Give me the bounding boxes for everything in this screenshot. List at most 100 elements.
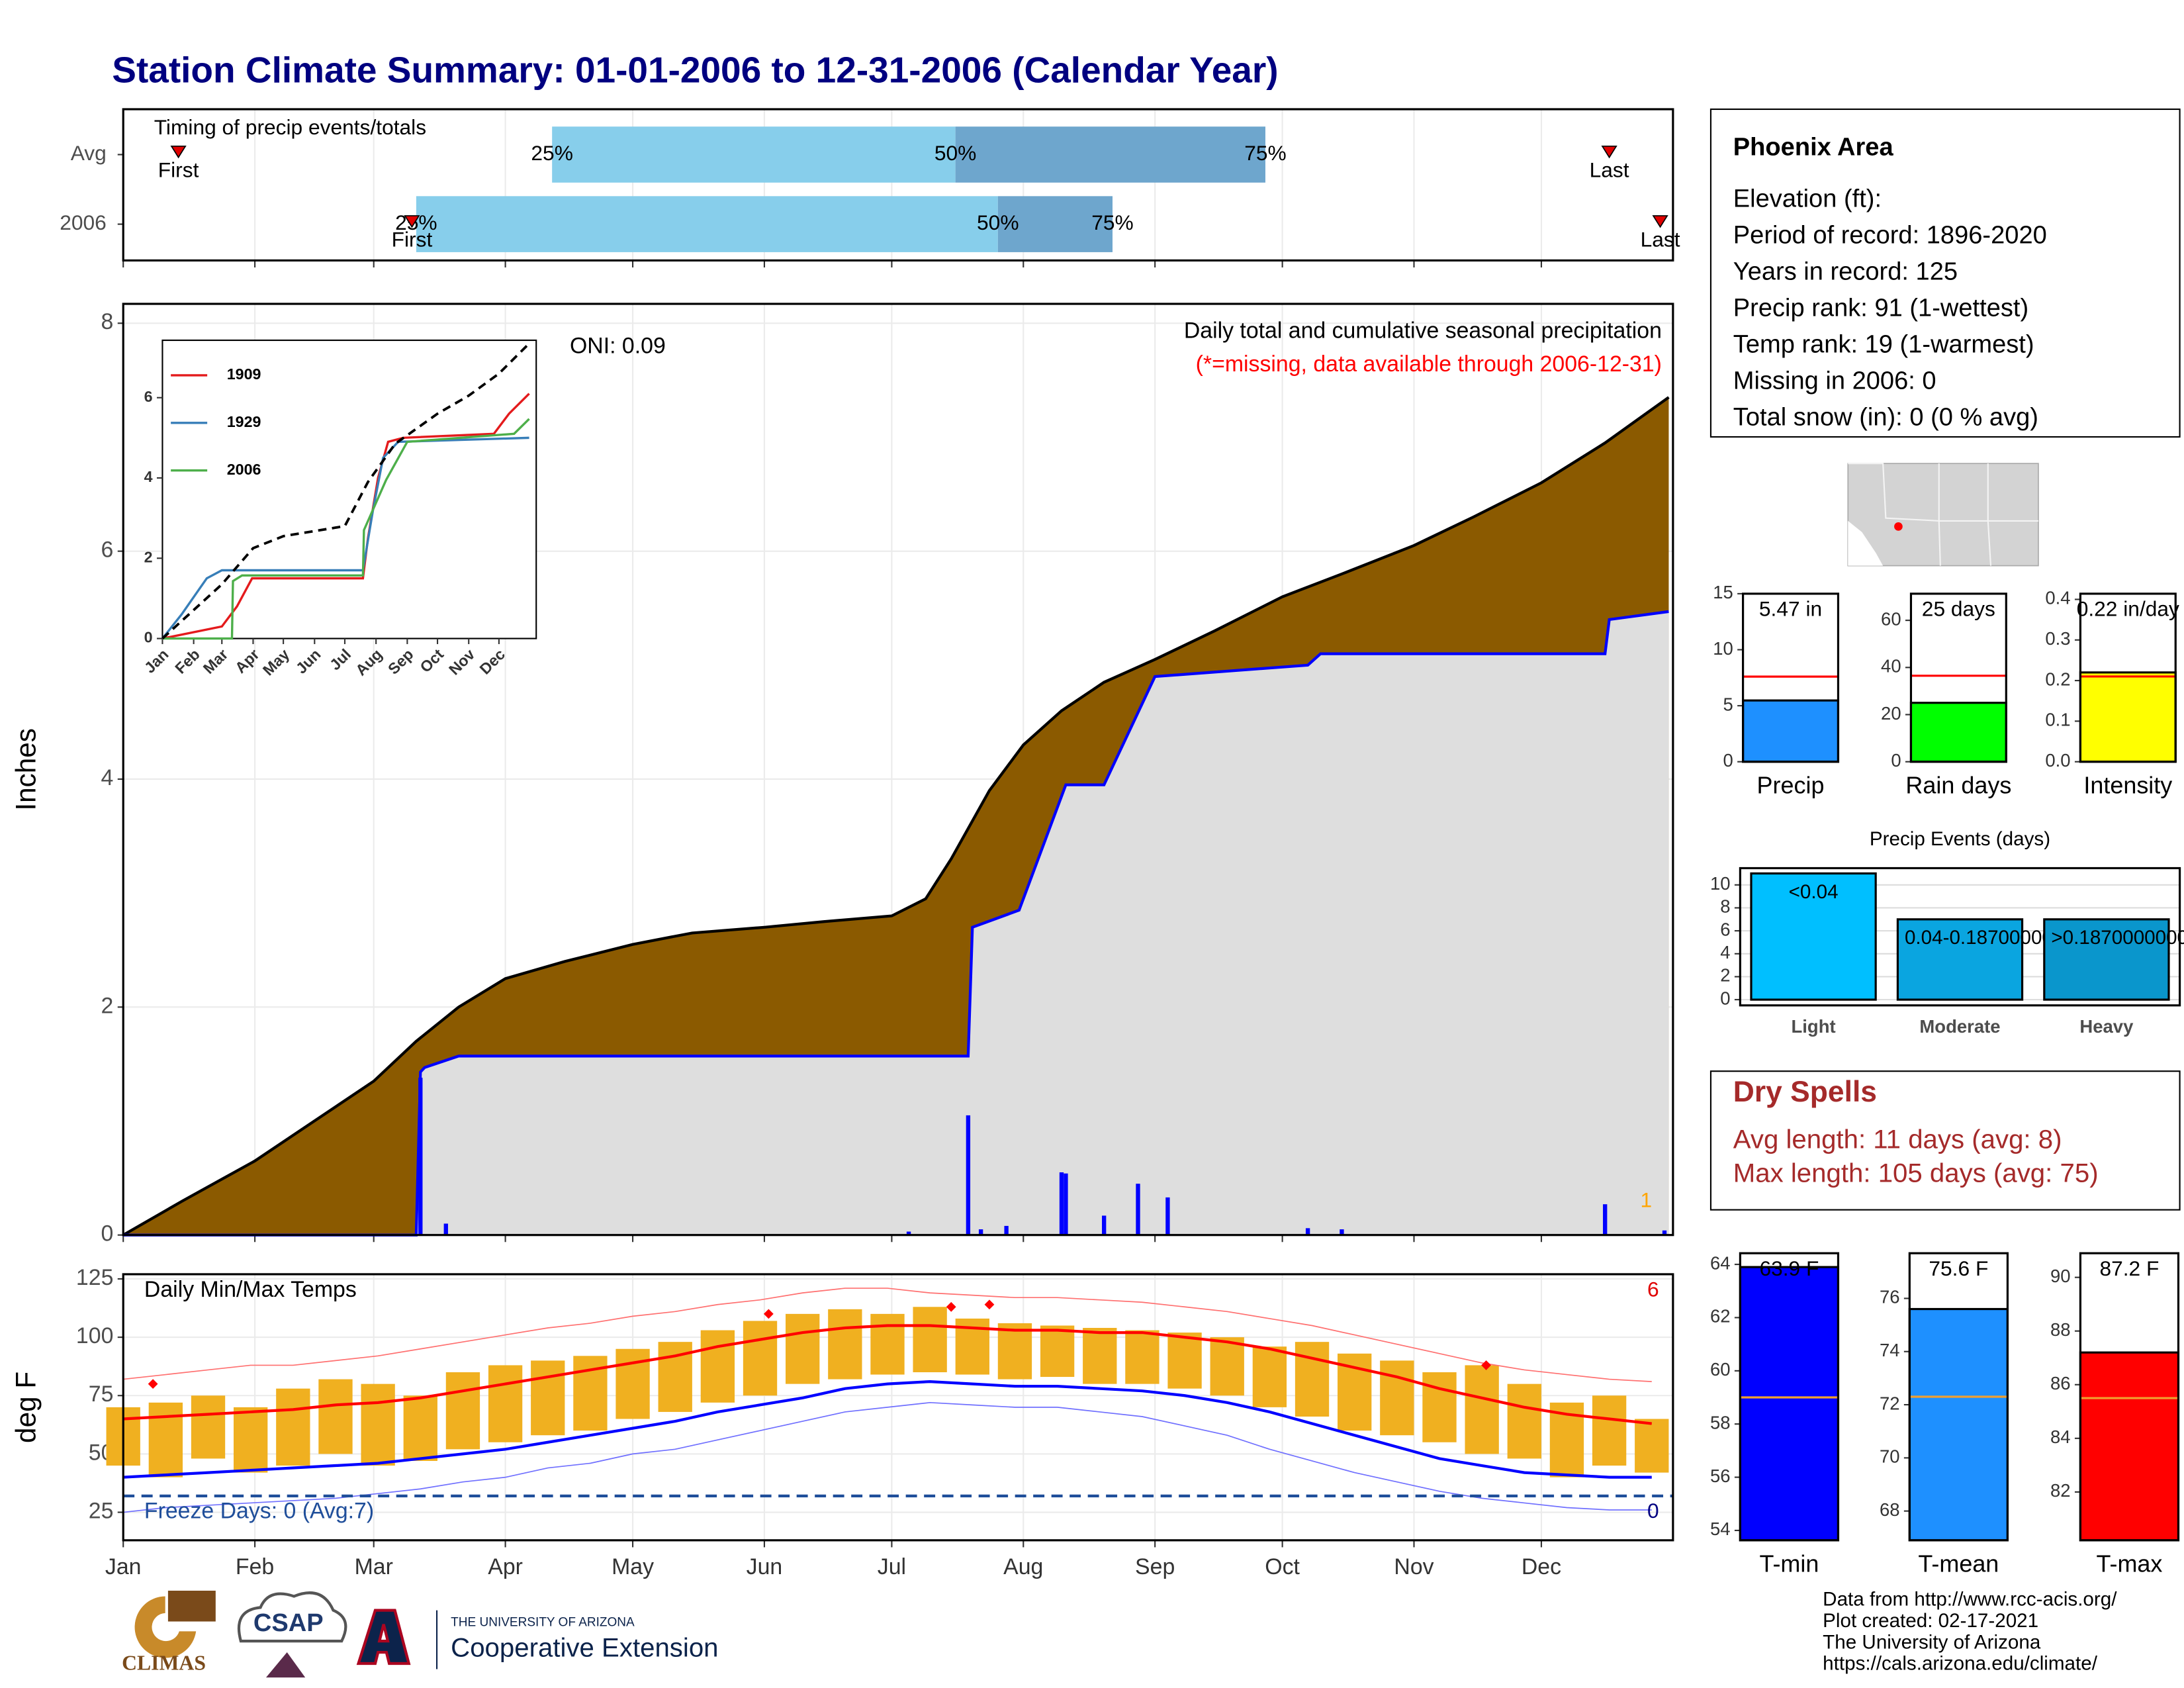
y-tick-label: 40: [1881, 656, 1901, 677]
daily-bar: [1004, 1225, 1009, 1235]
event-label: First: [158, 158, 199, 181]
dry-spells-title: Dry Spells: [1733, 1076, 1877, 1108]
panel-frame: [2079, 1252, 2180, 1542]
y-axis-label: deg F: [11, 1372, 42, 1443]
category-label: Rain days: [1905, 771, 2011, 798]
y-tick-label: 0.0: [2045, 750, 2070, 771]
y-tick-label: 20: [1881, 703, 1901, 724]
panel-frame: [1739, 867, 2181, 1007]
panel-frame: [1909, 592, 2007, 763]
value-label: 5.47 in: [1759, 597, 1822, 621]
cumulative-line: [122, 396, 1670, 1237]
daily-range: [1040, 1325, 1075, 1378]
daily-range: [913, 1307, 947, 1372]
y-tick-label: 6: [1720, 919, 1730, 939]
y-tick-label: 64: [1710, 1252, 1731, 1273]
logo-text: THE UNIVERSITY OF ARIZONA: [451, 1616, 635, 1630]
panel-title: Daily total and cumulative seasonal prec…: [1184, 318, 1662, 343]
map-frame: [1847, 463, 2039, 567]
panel-title: Precip Events (days): [1870, 828, 2050, 850]
legend-label: 1929: [227, 413, 261, 430]
quartile-bar: [416, 196, 998, 252]
footer-line: Plot created: 02-17-2021: [1823, 1610, 2038, 1632]
daily-range: [1507, 1383, 1541, 1459]
y-tick-label: 5: [1723, 694, 1733, 714]
panel-subtitle: (*=missing, data available through 2006-…: [1196, 352, 1662, 377]
cumulative-area: [123, 611, 1669, 1235]
daily-bar: [1305, 1228, 1310, 1235]
y-axis-label: Inches: [11, 728, 42, 811]
bar: [1896, 918, 2024, 1001]
x-tick-label: Nov: [1394, 1554, 1433, 1579]
y-tick-label: 0: [144, 629, 153, 646]
daily-bar: [1059, 1172, 1064, 1235]
quartile-label: 25%: [531, 141, 572, 165]
panel-title: Daily Min/Max Temps: [144, 1277, 357, 1302]
daily-range: [191, 1395, 226, 1459]
x-tick-label: Jul: [878, 1554, 906, 1579]
daily-range: [1167, 1333, 1202, 1389]
daily-range: [1295, 1342, 1330, 1417]
daily-range: [1125, 1330, 1160, 1384]
daily-range: [148, 1402, 183, 1477]
y-tick-label: 60: [1881, 608, 1901, 629]
panel-frame: [2079, 592, 2177, 763]
ua-logo: [356, 1609, 411, 1665]
event-marker: [170, 145, 187, 159]
legend-label: 2006: [227, 461, 261, 478]
quartile-label: 50%: [977, 211, 1019, 234]
daily-range: [997, 1323, 1032, 1380]
daily-bar: [906, 1231, 911, 1235]
x-tick-label: Aug: [1003, 1554, 1043, 1579]
y-tick-label: 10: [1710, 873, 1731, 894]
y-tick-label: 10: [1713, 638, 1733, 659]
daily-range: [234, 1407, 268, 1473]
value-label: 75.6 F: [1929, 1256, 1988, 1280]
quartile-label: 50%: [934, 141, 976, 165]
y-tick-label: 60: [1710, 1359, 1731, 1380]
footer-line: https://cals.arizona.edu/climate/: [1823, 1653, 2098, 1675]
info-lines: Elevation (ft): Period of record: 1896-20…: [1733, 185, 2047, 432]
temp-line: [123, 1324, 1653, 1425]
record-marker: [763, 1309, 774, 1319]
freeze-count: 0: [1647, 1499, 1659, 1523]
y-tick-label: 88: [2050, 1319, 2071, 1340]
corner-label: 1: [1640, 1188, 1652, 1211]
y-tick-label: 0: [101, 1221, 114, 1246]
daily-bar: [978, 1229, 983, 1235]
y-tick-label: 70: [1880, 1446, 1900, 1467]
cumulative-line: [123, 610, 1669, 1237]
dry-spells-box: [1709, 1070, 2181, 1211]
y-tick-label: 0.3: [2045, 628, 2070, 649]
daily-bar: [1340, 1229, 1344, 1235]
panel-frame: [1742, 592, 1840, 763]
x-tick-label: Oct: [1265, 1554, 1300, 1579]
event-marker: [1601, 145, 1617, 159]
x-tick-label: Sep: [1135, 1554, 1175, 1579]
logo-text: CLIMAS: [122, 1651, 206, 1674]
x-tick-label: Jan: [105, 1554, 142, 1579]
y-tick-label: 8: [101, 309, 114, 334]
bar: [1909, 702, 2007, 763]
quartile-bar: [552, 126, 956, 183]
x-tick-label: Dec: [1522, 1554, 1561, 1579]
y-tick-label: 4: [1720, 942, 1730, 962]
climas-logo-mark: [167, 1590, 216, 1622]
logo-text: Cooperative Extension: [451, 1632, 718, 1662]
x-tick-label: Feb: [236, 1554, 274, 1579]
bar: [1908, 1307, 2009, 1542]
daily-bar: [1136, 1184, 1140, 1235]
daily-range: [445, 1372, 480, 1450]
y-tick-label: 4: [101, 765, 114, 790]
y-tick-label: 0.2: [2045, 669, 2070, 689]
panel-frame: [122, 1273, 1674, 1542]
info-line: Elevation (ft):: [1733, 185, 1882, 213]
daily-range: [615, 1348, 650, 1419]
value-label: 87.2 F: [2099, 1256, 2159, 1280]
bar: [2043, 918, 2170, 1001]
quartile-bar: [955, 126, 1265, 183]
info-box: [1709, 108, 2181, 438]
daily-range: [743, 1321, 778, 1396]
